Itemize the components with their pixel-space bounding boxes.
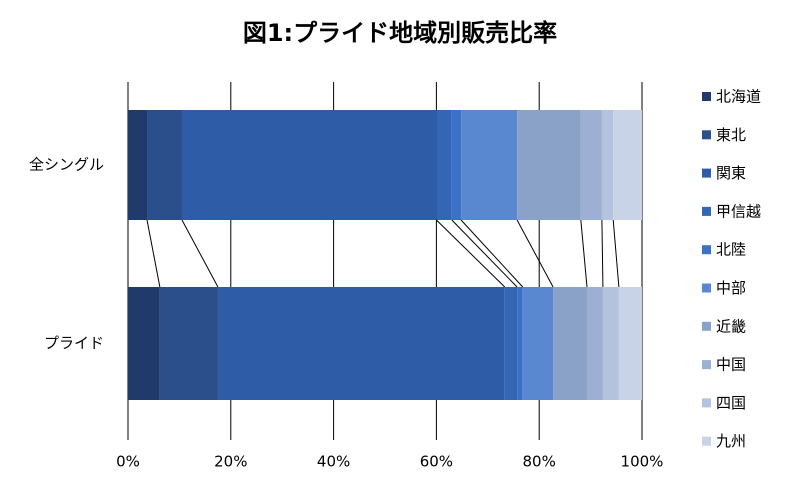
bar-segment — [553, 287, 588, 400]
legend-swatch — [702, 398, 711, 408]
legend-label: 北陸 — [716, 241, 746, 259]
connector-line — [516, 219, 554, 288]
legend-swatch — [702, 245, 711, 255]
legend-label: 関東 — [716, 164, 746, 182]
bar-segment — [436, 110, 452, 220]
connector-line — [580, 219, 588, 288]
legend-label: 九州 — [716, 432, 746, 450]
y-tick-label: プライド — [44, 334, 104, 352]
bar-segment — [217, 287, 505, 400]
bar-segment — [613, 110, 642, 220]
bar-segment — [181, 110, 437, 220]
bar-segment — [517, 287, 523, 400]
legend-swatch — [702, 168, 711, 178]
connector-line — [612, 219, 620, 288]
bar-segment — [461, 110, 518, 220]
bar-segment — [587, 287, 603, 400]
legend-label: 北海道 — [716, 88, 761, 106]
bar-segment — [147, 110, 182, 220]
connector-line — [601, 219, 604, 288]
bar-segment — [522, 287, 554, 400]
bar-segment — [517, 110, 581, 220]
connector-line — [451, 219, 518, 288]
connector-line — [146, 219, 161, 288]
bar-segment — [128, 110, 148, 220]
legend-swatch — [702, 130, 711, 140]
bar-segment — [504, 287, 518, 400]
bar-segment — [602, 287, 619, 400]
bar-segment — [580, 110, 602, 220]
x-tick-label: 20% — [214, 453, 247, 471]
x-tick-label: 40% — [317, 453, 350, 471]
legend-label: 近畿 — [716, 317, 746, 335]
bar-segment — [451, 110, 462, 220]
x-tick-label: 100% — [621, 453, 664, 471]
connector-line — [436, 219, 506, 288]
x-tick-label: 80% — [523, 453, 556, 471]
legend-label: 甲信越 — [716, 202, 761, 220]
x-tick-label: 0% — [116, 453, 140, 471]
connector-line — [460, 219, 524, 288]
chart-title: 図1:プライド地域別販売比率 — [243, 19, 557, 47]
legend-label: 四国 — [716, 394, 746, 412]
y-tick-label: 全シングル — [29, 156, 104, 174]
legend-label: 中国 — [716, 356, 746, 374]
bar-segment — [618, 287, 642, 400]
legend-swatch — [702, 206, 711, 216]
legend-swatch — [702, 92, 711, 101]
connector-line — [181, 219, 219, 288]
legend-swatch — [702, 321, 711, 331]
legend-swatch — [702, 436, 711, 446]
x-tick-label: 60% — [420, 453, 453, 471]
bar-segment — [128, 287, 160, 400]
legend-swatch — [702, 360, 711, 370]
legend-label: 東北 — [716, 126, 746, 144]
bar-segment — [159, 287, 218, 400]
legend-swatch — [702, 283, 711, 293]
legend-label: 中部 — [716, 279, 746, 297]
bar-segment — [601, 110, 614, 220]
